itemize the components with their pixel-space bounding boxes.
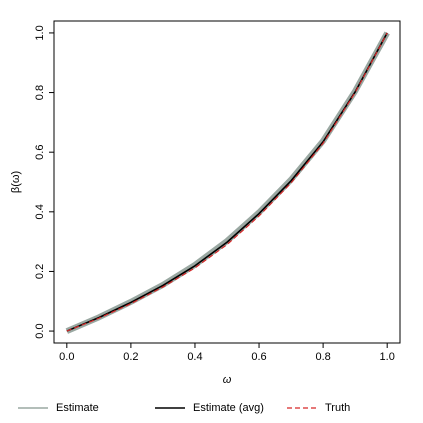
series-line: [66, 32, 388, 332]
y-tick-label: 0.2: [34, 264, 46, 279]
x-tick-label: 0.8: [315, 351, 330, 363]
x-tick-label: 1.0: [380, 351, 395, 363]
x-tick-label: 0.0: [59, 351, 74, 363]
plot-frame: [53, 20, 401, 344]
y-tick-label: 1.0: [34, 25, 46, 40]
x-axis-label: ω: [223, 374, 232, 386]
y-tick-label: 0.0: [34, 323, 46, 338]
x-tick-label: 0.6: [251, 351, 266, 363]
y-tick-label: 0.6: [34, 145, 46, 160]
y-axis-label: β(ω): [10, 171, 22, 193]
legend-label: Truth: [325, 402, 350, 414]
legend-label: Estimate (avg): [193, 402, 264, 414]
legend-label: Estimate: [56, 402, 99, 414]
x-tick-label: 0.4: [187, 351, 202, 363]
y-tick-label: 0.4: [34, 204, 46, 219]
series-line: [65, 31, 390, 334]
series-line: [66, 32, 388, 332]
y-tick-label: 0.8: [34, 85, 46, 100]
x-tick-label: 0.2: [123, 351, 138, 363]
